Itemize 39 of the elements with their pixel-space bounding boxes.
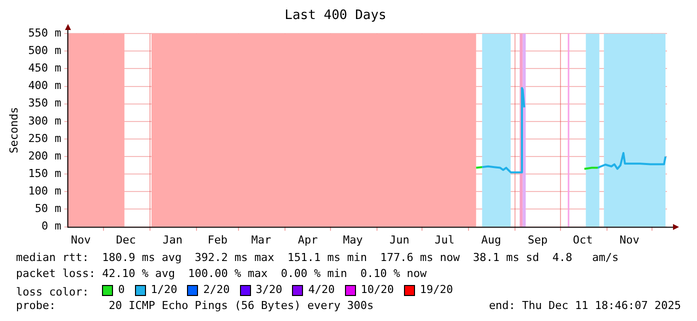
chart-title: Last 400 Days xyxy=(284,8,386,24)
legend-label: 19/20 xyxy=(420,282,453,298)
y-tick-label: 250 m xyxy=(28,132,62,145)
y-tick-label: 50 m xyxy=(34,202,62,216)
x-tick-label: Mar xyxy=(251,233,272,246)
y-tick-label: 200 m xyxy=(28,149,62,162)
text: end: Thu Dec 11 18:46:07 2025 xyxy=(488,298,681,314)
y-tick-label: 100 m xyxy=(28,184,62,198)
text: packet loss: 42.10 % avg 100.00 % max 0.00 % min 0.10 % now xyxy=(15,266,428,282)
legend-label: 3/20 xyxy=(256,282,282,298)
x-tick-label: May xyxy=(342,233,364,246)
legend-title: loss color: xyxy=(16,286,89,298)
text: probe: 20 ICMP Echo Pings (56 Bytes) every 300s xyxy=(16,298,374,314)
x-tick-label: Nov xyxy=(70,233,92,246)
legend-label: 0 xyxy=(118,282,125,298)
y-tick-label: 400 m xyxy=(28,79,62,92)
x-tick-label: Jan xyxy=(162,233,182,246)
y-tick-label: 350 m xyxy=(28,96,62,110)
y-tick-label: 550 m xyxy=(28,26,62,40)
y-tick-label: 300 m xyxy=(28,114,62,128)
legend-label: 10/20 xyxy=(360,282,394,298)
legend-label: 4/20 xyxy=(308,282,335,298)
legend-label: 2/20 xyxy=(203,282,230,298)
y-tick-label: 500 m xyxy=(28,44,62,58)
y-tick-label: 450 m xyxy=(28,62,62,75)
text: median rtt: 180.9 ms avg 392.2 ms max 151.1 ms min 177.6 ms now 38.1 ms sd 4.8 am/s xyxy=(15,250,620,266)
x-tick-label: Oct xyxy=(572,233,593,246)
x-tick-label: Sep xyxy=(528,233,548,246)
x-tick-label: Feb xyxy=(208,233,228,246)
legend-label: 1/20 xyxy=(150,282,178,298)
x-tick-label: Jul xyxy=(434,233,454,246)
x-tick-label: Dec xyxy=(116,233,136,246)
x-tick-label: Apr xyxy=(298,233,318,246)
y-tick-label: 150 m xyxy=(28,166,62,180)
y-axis-title: Seconds xyxy=(7,107,20,154)
x-tick-label: Aug xyxy=(481,233,502,246)
x-tick-label: Nov xyxy=(619,233,640,246)
y-tick-label: 0 m xyxy=(41,220,62,233)
x-tick-label: Jun xyxy=(390,233,410,246)
